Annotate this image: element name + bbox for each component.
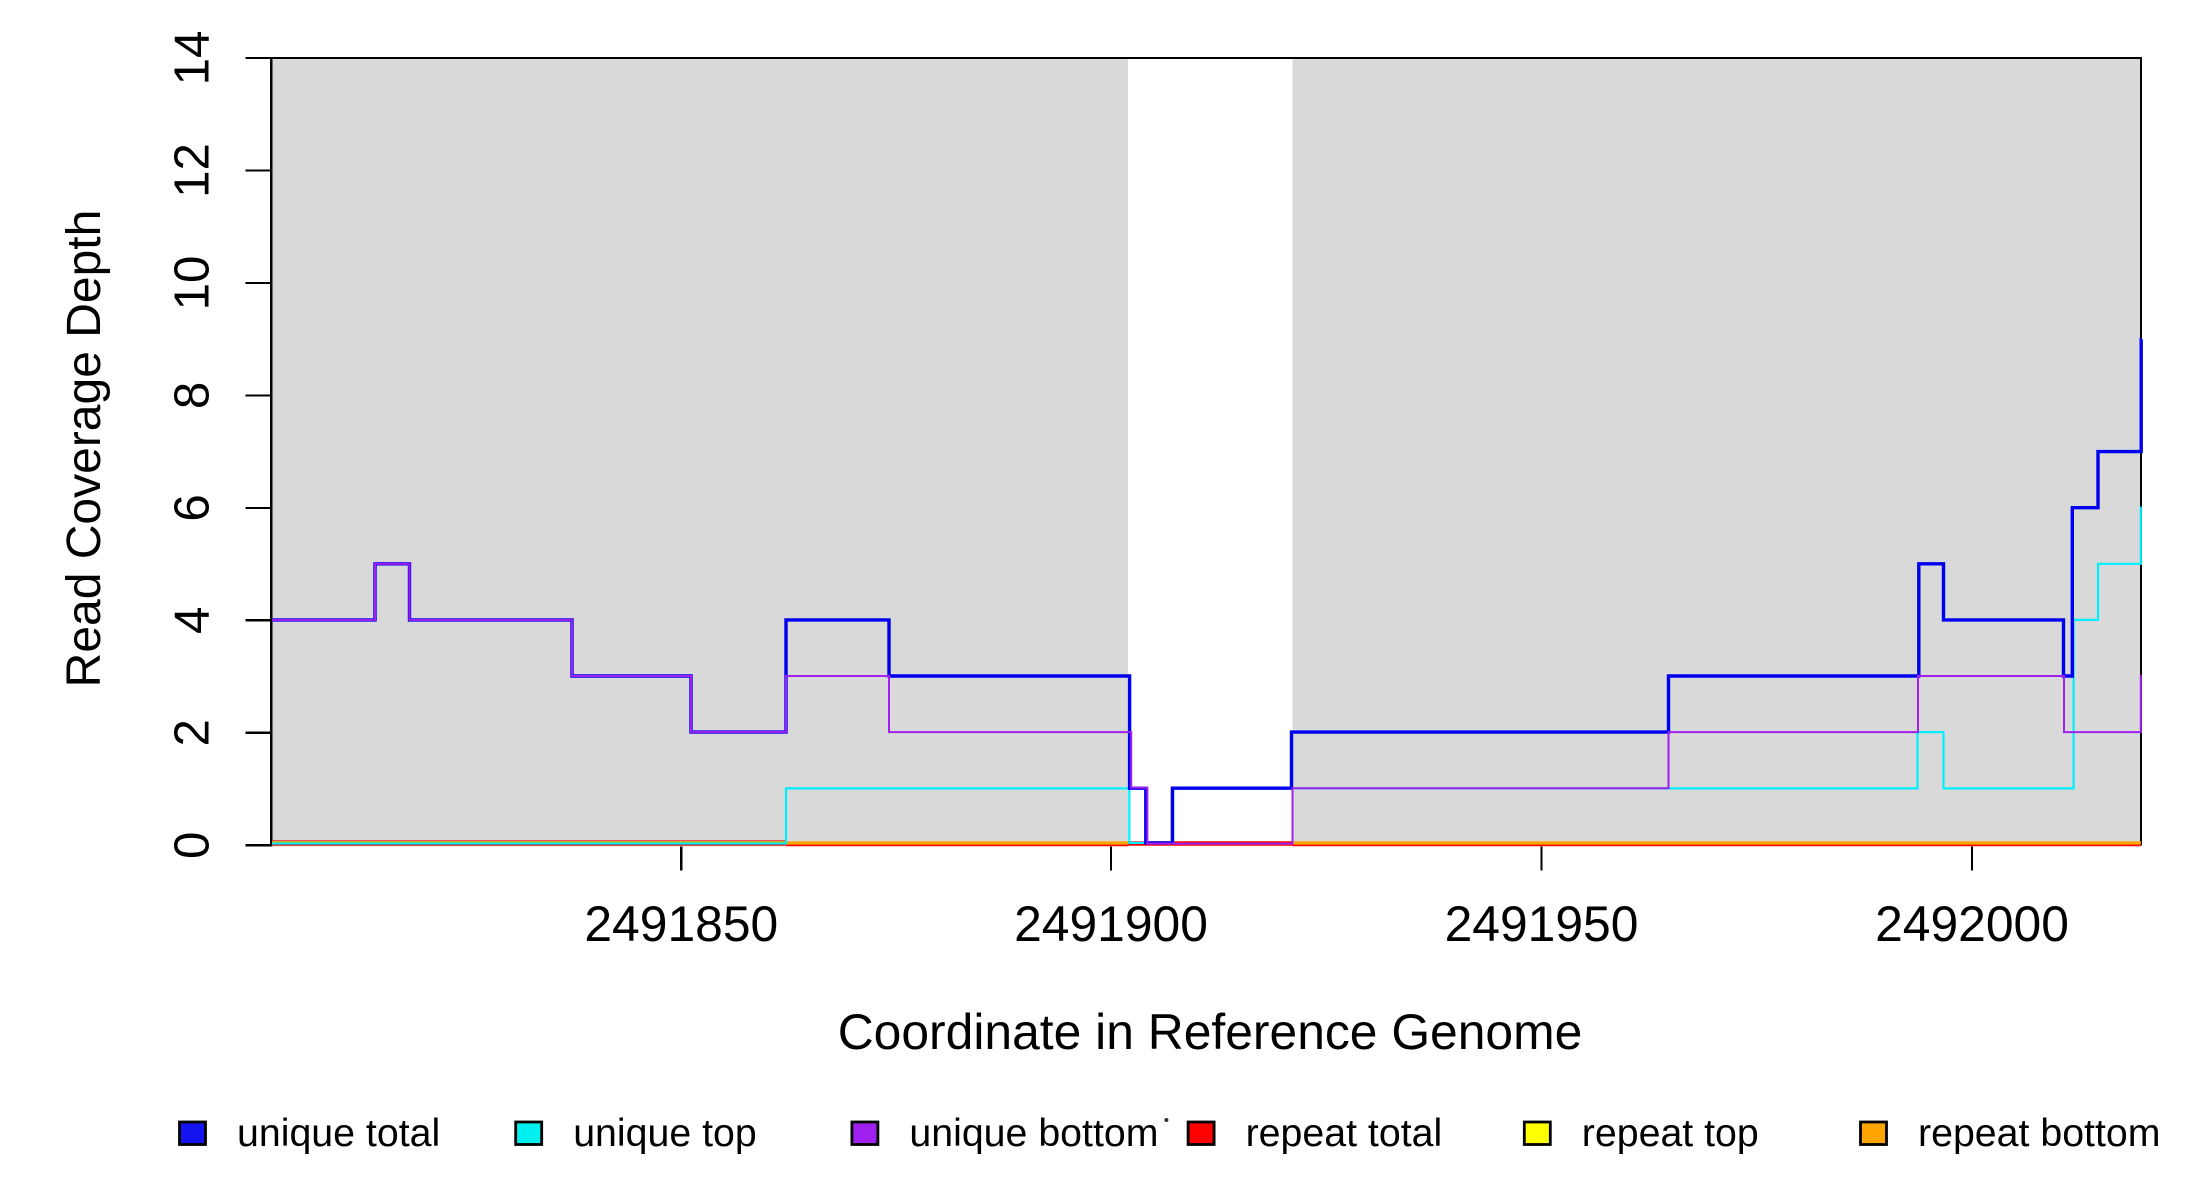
svg-text:unique bottom: unique bottom <box>909 1111 1158 1155</box>
svg-text:14: 14 <box>165 31 220 86</box>
svg-text:4: 4 <box>165 607 220 634</box>
svg-text:2491950: 2491950 <box>1445 896 1639 952</box>
svg-text:2491900: 2491900 <box>1014 896 1208 952</box>
svg-text:repeat bottom: repeat bottom <box>1918 1111 2160 1155</box>
svg-text:6: 6 <box>165 494 220 521</box>
svg-text:repeat top: repeat top <box>1582 1111 1759 1155</box>
svg-text:10: 10 <box>165 256 220 311</box>
svg-text:0: 0 <box>165 832 220 859</box>
svg-text:Coordinate in Reference Genome: Coordinate in Reference Genome <box>838 1004 1583 1060</box>
svg-text:Read Coverage Depth: Read Coverage Depth <box>58 210 111 688</box>
svg-text:8: 8 <box>165 382 220 409</box>
svg-text:12: 12 <box>165 143 220 198</box>
svg-text:2491850: 2491850 <box>584 896 778 952</box>
svg-text:2492000: 2492000 <box>1875 896 2069 952</box>
svg-text:unique top: unique top <box>573 1111 757 1155</box>
svg-text:2: 2 <box>165 719 220 746</box>
svg-text:unique total: unique total <box>237 1111 440 1155</box>
svg-text:repeat total: repeat total <box>1246 1111 1443 1155</box>
